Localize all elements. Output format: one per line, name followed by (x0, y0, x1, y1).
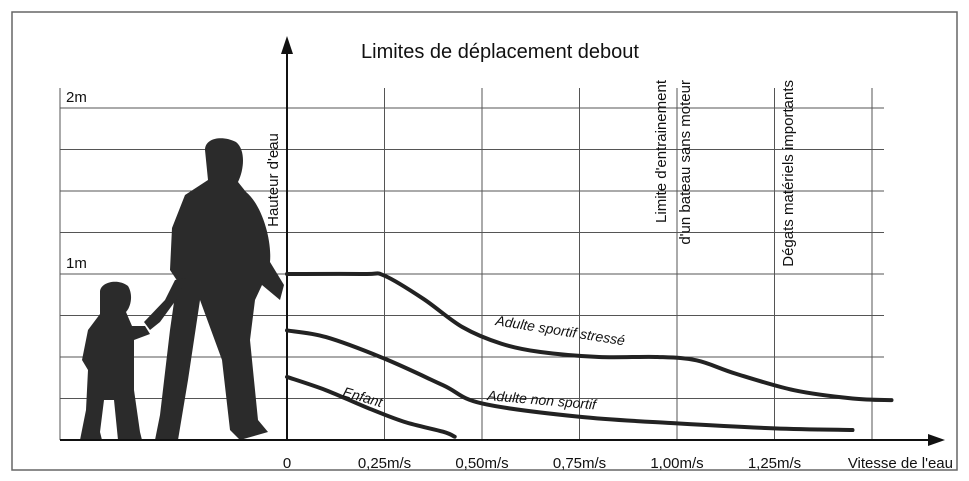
annotation: d'un bateau sans moteur (677, 80, 694, 245)
x-tick-label: 0 (283, 455, 291, 472)
annotation: Limite d'entrainement (653, 79, 670, 223)
series-label: Adulte sportif stressé (494, 312, 627, 348)
y-tick-label: 1m (66, 255, 87, 272)
curve (285, 328, 855, 433)
x-axis-arrow (928, 434, 945, 446)
x-tick-label: 1,25m/s (748, 455, 801, 472)
y-axis-arrow (281, 36, 293, 54)
x-tick-label: 0,50m/s (455, 455, 508, 472)
chart-title: Limites de déplacement debout (361, 41, 639, 63)
silhouettes (80, 138, 284, 441)
y-axis-label: Hauteur d'eau (265, 133, 282, 227)
x-tick-label: 1,00m/s (650, 455, 703, 472)
annotation: Dégats matériels importants (780, 80, 797, 267)
curve (285, 374, 457, 439)
x-tick-label: 0,25m/s (358, 455, 411, 472)
y-tick-label: 2m (66, 89, 87, 106)
frame (11, 11, 958, 471)
curve (285, 271, 894, 403)
x-tick-label: 0,75m/s (553, 455, 606, 472)
x-axis-label: Vitesse de l'eau (848, 455, 953, 472)
